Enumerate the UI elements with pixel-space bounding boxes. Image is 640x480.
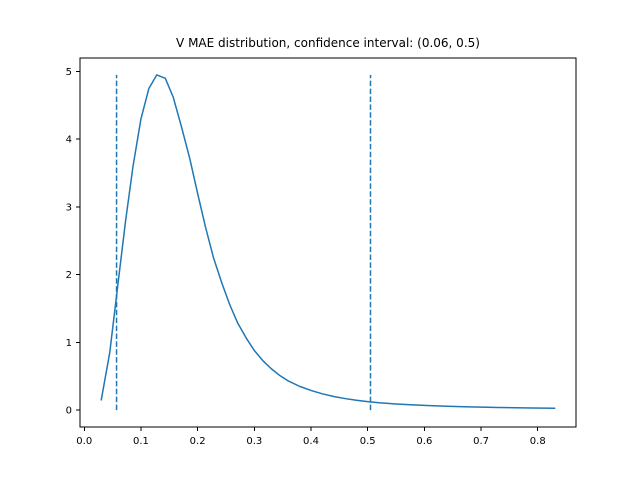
y-tick-label: 4: [66, 135, 72, 146]
plot-frame: [79, 57, 577, 428]
y-tick-label: 3: [66, 202, 72, 213]
x-axis: 0.0 0.1 0.2 0.3 0.4 0.5 0.6 0.7 0.8: [76, 427, 546, 447]
x-tick-label: 0.7: [473, 436, 489, 447]
x-tick-label: 0.8: [530, 436, 546, 447]
x-tick-label: 0.4: [303, 436, 319, 447]
y-axis: 0 1 2 3 4 5: [66, 67, 80, 417]
chart-title: V MAE distribution, confidence interval:…: [176, 36, 480, 50]
x-tick-label: 0.2: [190, 436, 206, 447]
x-tick-label: 0.5: [360, 436, 376, 447]
y-tick-label: 2: [66, 270, 72, 281]
x-tick-label: 0.3: [246, 436, 262, 447]
x-tick-label: 0.6: [416, 436, 432, 447]
y-tick-label: 0: [66, 406, 72, 417]
y-tick-label: 5: [66, 67, 72, 78]
x-tick-label: 0.1: [133, 436, 149, 447]
plot-area: [100, 74, 556, 411]
x-tick-label: 0.0: [76, 436, 92, 447]
density-curve: [100, 74, 556, 409]
y-tick-label: 1: [66, 338, 72, 349]
